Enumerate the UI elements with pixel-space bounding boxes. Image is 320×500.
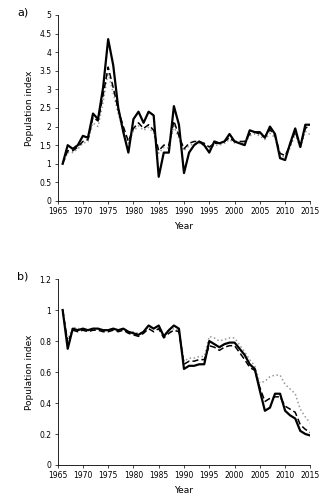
- Text: a): a): [17, 8, 28, 18]
- Y-axis label: Population index: Population index: [25, 70, 34, 146]
- Text: b): b): [17, 272, 28, 281]
- X-axis label: Year: Year: [174, 222, 194, 231]
- X-axis label: Year: Year: [174, 486, 194, 495]
- Y-axis label: Population index: Population index: [25, 334, 34, 410]
